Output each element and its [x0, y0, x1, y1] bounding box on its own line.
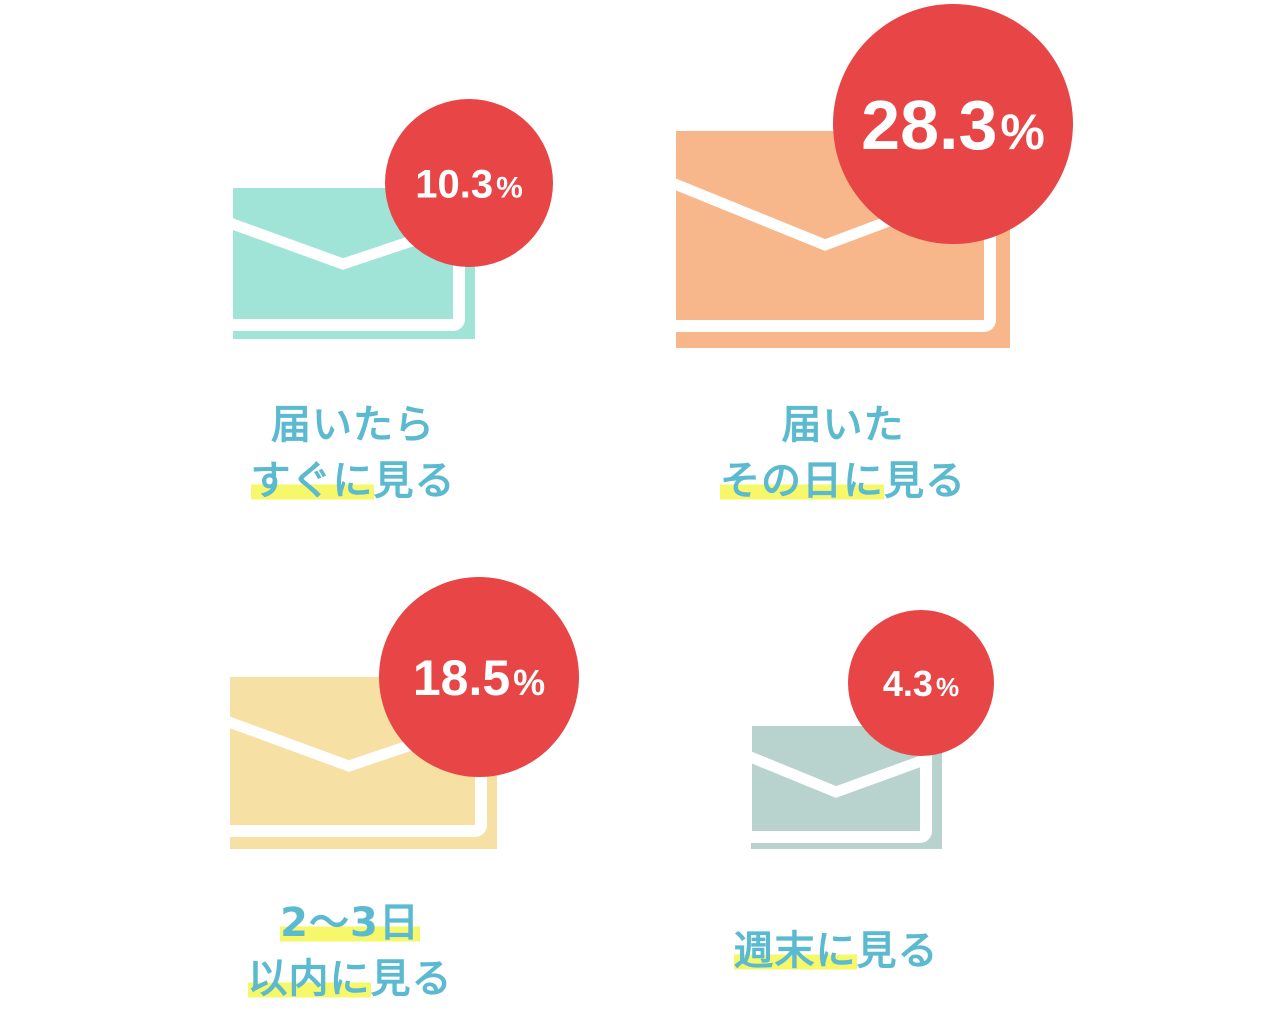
percentage-unit: %: [513, 662, 545, 703]
percentage-unit: %: [496, 171, 523, 204]
percentage-badge: [833, 4, 1073, 244]
label-highlight: その日に: [720, 458, 884, 504]
label-rest: 見る: [856, 928, 939, 974]
percentage-unit: %: [936, 672, 959, 702]
label-highlight: 以内に: [247, 956, 371, 1002]
label-line: 2～3日: [233, 895, 467, 951]
label-highlight: 2～3日: [280, 900, 420, 946]
percentage-value: 18.5%: [413, 650, 545, 706]
item-label: 2～3日以内に見る: [233, 895, 467, 1007]
percentage-value: 4.3%: [883, 663, 959, 704]
label-line: 以内に見る: [233, 951, 467, 1007]
item-label: 届いたらすぐに見る: [236, 397, 470, 509]
percentage-number: 28.3: [861, 86, 997, 164]
item-label: 週末に見る: [716, 923, 956, 979]
percentage-badge: [379, 577, 579, 777]
label-highlight: すぐに: [250, 458, 374, 504]
percentage-badge: [385, 99, 553, 267]
label-line: 届いた: [781, 402, 905, 448]
label-rest: 見る: [373, 458, 456, 504]
label-rest: 見る: [884, 458, 966, 504]
label-highlight: 週末に: [733, 928, 857, 974]
label-line: 届いたら: [271, 402, 435, 448]
label-line: その日に見る: [700, 453, 986, 509]
label-line: 週末に見る: [716, 923, 956, 979]
percentage-number: 4.3: [883, 663, 933, 704]
item-label: 届いたその日に見る: [700, 397, 986, 509]
percentage-unit: %: [1000, 104, 1044, 160]
percentage-badge: [848, 610, 994, 756]
label-line: すぐに見る: [236, 453, 470, 509]
envelope-flap: [745, 750, 926, 798]
percentage-number: 10.3: [415, 162, 493, 206]
label-rest: 見る: [370, 956, 453, 1002]
percentage-value: 10.3%: [415, 162, 523, 206]
percentage-value: 28.3%: [861, 86, 1045, 164]
envelope-frame: [740, 714, 932, 843]
percentage-number: 18.5: [413, 650, 510, 706]
